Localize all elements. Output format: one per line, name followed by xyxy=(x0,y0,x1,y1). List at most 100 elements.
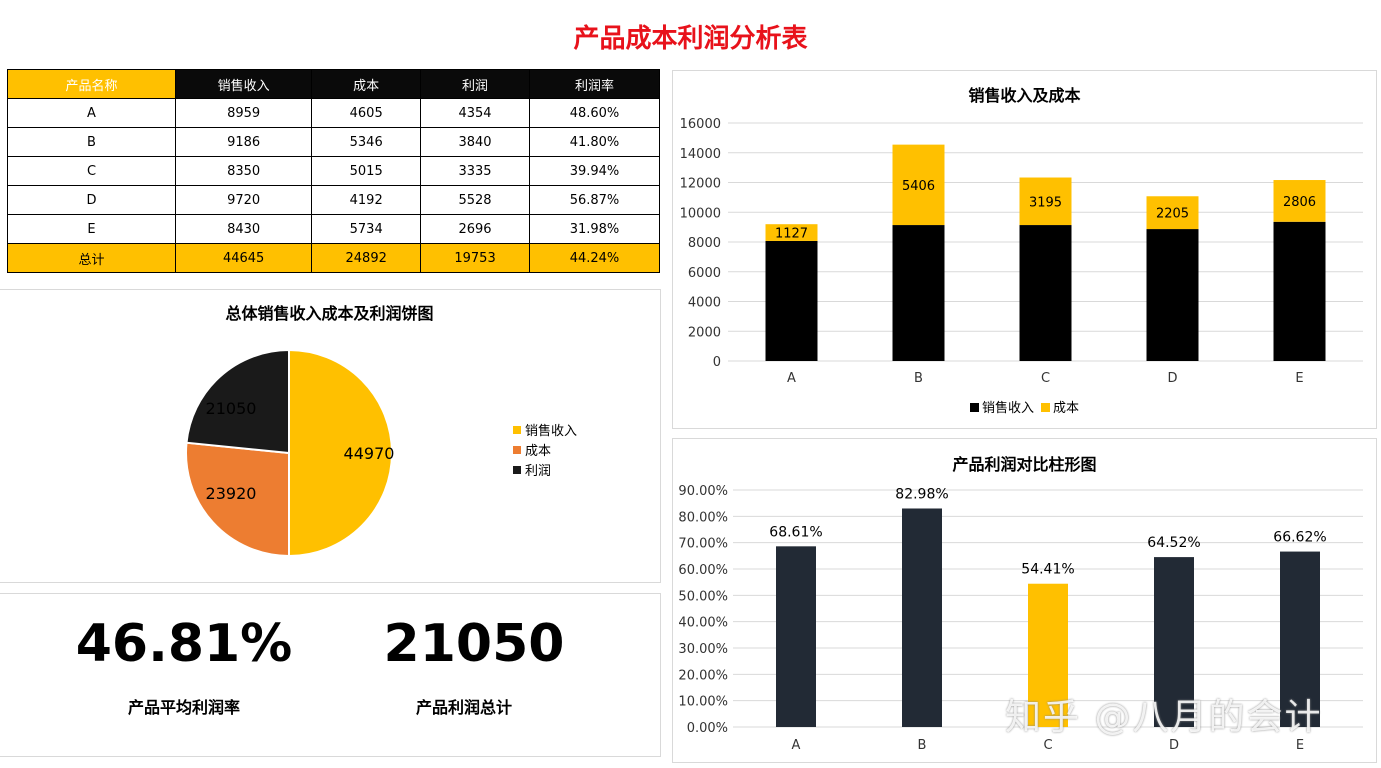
x-tick-label: B xyxy=(914,371,923,386)
table-cell: D xyxy=(7,185,176,215)
profit-total-value: 21050 xyxy=(383,614,565,674)
bar-cost xyxy=(1146,196,1199,230)
table-cell: 56.87% xyxy=(528,185,661,215)
pie-slice xyxy=(185,348,290,455)
table-row: B 9186 5346 3840 41.80% xyxy=(7,127,661,157)
stacked-bar-chart: 0 2000 4000 6000 8000 10000 12000 14000 16000 112… xyxy=(680,117,1363,416)
table-cell: B xyxy=(7,127,176,157)
y-tick-label: 6000 xyxy=(688,266,721,281)
table-row: E 8430 5734 2696 31.98% xyxy=(7,214,661,244)
x-tick-label: A xyxy=(792,738,801,753)
bar-sales xyxy=(1273,221,1326,361)
legend-cost: 成本 xyxy=(1053,401,1079,416)
bar-sales xyxy=(892,225,945,361)
table-cell: 5528 xyxy=(420,185,530,215)
bar-cost xyxy=(1019,177,1072,226)
table-cell: 9186 xyxy=(174,127,313,157)
legend-swatch xyxy=(513,426,521,434)
y-tick-label: 4000 xyxy=(688,296,721,311)
bar-sales xyxy=(1146,229,1199,361)
y-tick-label: 8000 xyxy=(688,236,721,251)
pie-slice xyxy=(185,441,290,558)
data-label: 54.41% xyxy=(1021,562,1074,578)
pie-chart: 44970 销售收入 23920 成本 21050 利润 xyxy=(185,348,577,558)
y-tick-label: 0.00% xyxy=(687,721,728,736)
profit-bar xyxy=(902,508,942,727)
table-cell: 24892 xyxy=(311,243,422,273)
avg-margin-label: 产品平均利润率 xyxy=(127,698,240,717)
bar-sales xyxy=(765,240,818,361)
data-label: 2205 xyxy=(1156,207,1189,222)
table-cell: 8959 xyxy=(174,98,313,128)
pie-label: 44970 xyxy=(344,444,395,463)
x-tick-label: E xyxy=(1295,371,1303,386)
profit-bar xyxy=(1154,557,1194,727)
table-cell: 2696 xyxy=(420,214,530,244)
y-tick-label: 90.00% xyxy=(678,484,728,499)
table-cell: 3840 xyxy=(420,127,530,157)
x-tick-label: D xyxy=(1169,738,1179,753)
profit-bar xyxy=(776,546,816,727)
table-cell: 19753 xyxy=(420,243,530,273)
header-cell: 利润率 xyxy=(528,69,661,99)
header-cell: 产品名称 xyxy=(7,69,176,99)
x-tick-label: B xyxy=(918,738,927,753)
table-cell: 8430 xyxy=(174,214,313,244)
y-tick-label: 50.00% xyxy=(678,589,728,604)
table-cell: 39.94% xyxy=(528,156,661,186)
x-tick-label: D xyxy=(1167,371,1177,386)
profit-chart-panel: 产品利润对比柱形图 0.00% 10.00% 20.00% 30.00% 40.00% 5… xyxy=(672,438,1377,763)
bar-cost xyxy=(765,224,818,241)
profit-bar-chart: 0.00% 10.00% 20.00% 30.00% 40.00% 50.00% 60.00… xyxy=(678,484,1363,753)
table-cell: 48.60% xyxy=(528,98,661,128)
table-cell: 44645 xyxy=(174,243,313,273)
data-label: 66.62% xyxy=(1273,530,1326,546)
table-cell: 3335 xyxy=(420,156,530,186)
header-cell: 利润 xyxy=(420,69,530,99)
x-tick-label: E xyxy=(1296,738,1304,753)
chart-title: 总体销售收入成本及利润饼图 xyxy=(225,304,434,323)
y-tick-label: 20.00% xyxy=(678,668,728,683)
data-label: 1127 xyxy=(775,227,808,242)
y-tick-label: 30.00% xyxy=(678,642,728,657)
legend-swatch-sales xyxy=(970,403,979,412)
table-row: D 9720 4192 5528 56.87% xyxy=(7,185,661,215)
table-row: C 8350 5015 3335 39.94% xyxy=(7,156,661,186)
pie-chart-panel: 总体销售收入成本及利润饼图 44970 销售收入 23920 成本 21050 利润 xyxy=(0,289,661,583)
chart-title: 销售收入及成本 xyxy=(968,86,1081,105)
chart-title: 产品利润对比柱形图 xyxy=(952,455,1097,474)
profit-bar xyxy=(1280,551,1320,727)
header-cell: 销售收入 xyxy=(174,69,313,99)
pie-label: 23920 xyxy=(206,484,257,503)
page-title: 产品成本利润分析表 xyxy=(573,24,808,54)
total-row: 总计 44645 24892 19753 44.24% xyxy=(7,243,661,273)
table-cell: 41.80% xyxy=(528,127,661,157)
table-row: A 8959 4605 4354 48.60% xyxy=(7,98,661,128)
bar-sales xyxy=(1019,225,1072,361)
y-tick-label: 10000 xyxy=(680,206,721,221)
table-cell: 4354 xyxy=(420,98,530,128)
data-label: 5406 xyxy=(902,179,935,194)
x-tick-label: A xyxy=(787,371,796,386)
table-cell: 5734 xyxy=(311,214,422,244)
y-tick-label: 10.00% xyxy=(678,695,728,710)
y-tick-label: 0 xyxy=(713,355,721,370)
y-tick-label: 80.00% xyxy=(678,510,728,525)
x-tick-label: C xyxy=(1043,738,1052,753)
table-cell: 8350 xyxy=(174,156,313,186)
table-cell: 9720 xyxy=(174,185,313,215)
stacked-chart-panel: 销售收入及成本 0 2000 4000 6000 8000 10000 12000 14000… xyxy=(672,70,1377,429)
bar-cost xyxy=(892,144,945,226)
y-tick-label: 2000 xyxy=(688,325,721,340)
table-cell: E xyxy=(7,214,176,244)
y-tick-label: 40.00% xyxy=(678,616,728,631)
legend-item: 利润 xyxy=(525,464,551,479)
legend-swatch xyxy=(513,446,521,454)
header-cell: 成本 xyxy=(311,69,422,99)
data-label: 64.52% xyxy=(1147,535,1200,551)
pie-slice xyxy=(288,348,393,558)
y-tick-label: 16000 xyxy=(680,117,721,132)
data-label: 82.98% xyxy=(895,486,948,502)
table-cell: A xyxy=(7,98,176,128)
product-table: 产品名称 销售收入 成本 利润 利润率 A 8959 4605 4354 48.60% B… xyxy=(7,69,661,273)
